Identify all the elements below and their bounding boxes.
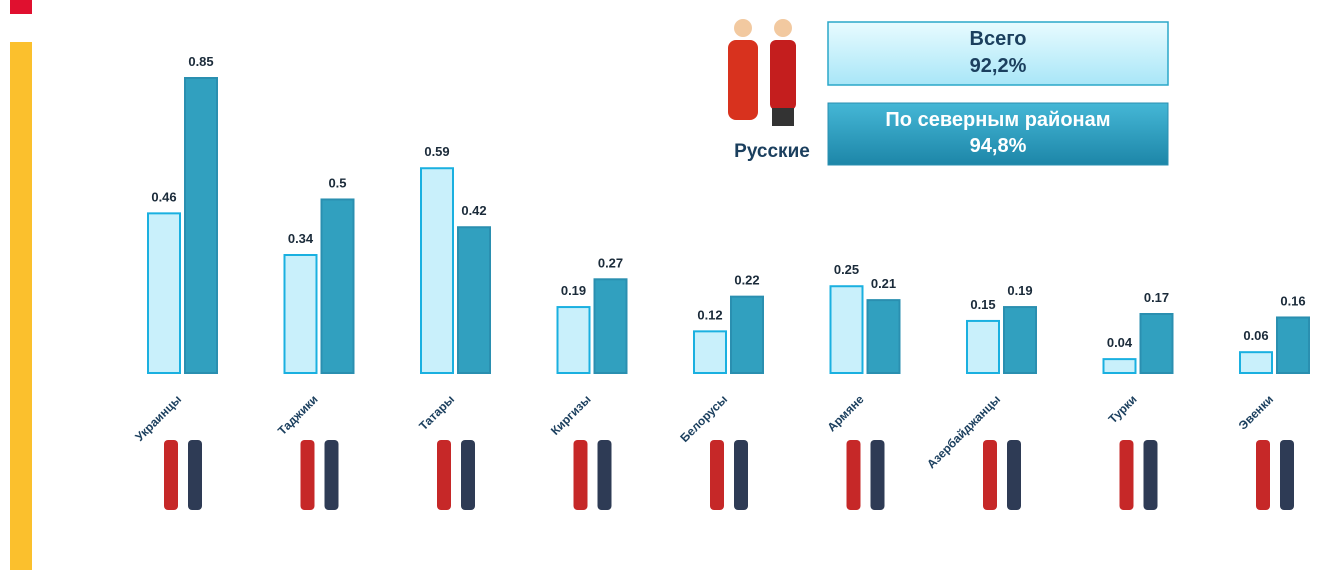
total-label: Всего bbox=[970, 28, 1027, 50]
costume-figure bbox=[871, 440, 885, 510]
costume-figure bbox=[734, 440, 748, 510]
costume-figure bbox=[461, 440, 475, 510]
category-label: Таджики bbox=[275, 392, 321, 438]
bar bbox=[558, 307, 590, 373]
costume-figure bbox=[1280, 440, 1294, 510]
value-label: 0.22 bbox=[734, 273, 759, 288]
value-label: 0.46 bbox=[151, 189, 176, 204]
bar bbox=[595, 279, 627, 373]
value-label: 0.19 bbox=[1007, 283, 1032, 298]
costume-figure bbox=[164, 440, 178, 510]
bar bbox=[1004, 307, 1036, 373]
value-label: 0.27 bbox=[598, 255, 623, 270]
value-label: 0.34 bbox=[288, 231, 314, 246]
costume-figure bbox=[301, 440, 315, 510]
bar bbox=[421, 168, 453, 373]
costume-figure bbox=[847, 440, 861, 510]
bar bbox=[831, 286, 863, 373]
costume-figure bbox=[437, 440, 451, 510]
north-label: По северным районам bbox=[885, 109, 1110, 131]
costume-figure bbox=[598, 440, 612, 510]
bar bbox=[967, 321, 999, 373]
bar bbox=[185, 78, 217, 373]
value-label: 0.25 bbox=[834, 262, 859, 277]
category-label: Украинцы bbox=[132, 392, 184, 444]
category-label: Армяне bbox=[824, 392, 866, 434]
value-label: 0.12 bbox=[697, 307, 722, 322]
bar bbox=[1141, 314, 1173, 373]
category-label: Эвенки bbox=[1236, 392, 1276, 432]
value-label: 0.17 bbox=[1144, 290, 1169, 305]
value-label: 0.04 bbox=[1107, 335, 1133, 350]
costume-figure bbox=[1256, 440, 1270, 510]
costume-figure bbox=[983, 440, 997, 510]
value-label: 0.06 bbox=[1243, 328, 1268, 343]
value-label: 0.16 bbox=[1280, 293, 1305, 308]
bar bbox=[285, 255, 317, 373]
category-label: Киргизы bbox=[548, 392, 594, 438]
value-label: 0.19 bbox=[561, 283, 586, 298]
value-label: 0.85 bbox=[188, 54, 213, 69]
bar bbox=[731, 297, 763, 373]
bar bbox=[322, 199, 354, 373]
category-label: Татары bbox=[416, 392, 457, 433]
value-label: 0.42 bbox=[461, 203, 486, 218]
bar bbox=[1240, 352, 1272, 373]
bar bbox=[694, 331, 726, 373]
costume-figure bbox=[1120, 440, 1134, 510]
chart: Русские Всего 92,2% По северным районам … bbox=[0, 0, 1319, 570]
value-label: 0.5 bbox=[328, 175, 346, 190]
total-value: 92,2% bbox=[970, 55, 1027, 77]
red-marker bbox=[10, 0, 32, 14]
costume-figure bbox=[1144, 440, 1158, 510]
bar bbox=[868, 300, 900, 373]
costume-figure bbox=[1007, 440, 1021, 510]
costume-figure bbox=[188, 440, 202, 510]
bar bbox=[1104, 359, 1136, 373]
category-label: Турки bbox=[1106, 392, 1140, 426]
russians-figure bbox=[728, 19, 796, 126]
bar bbox=[458, 227, 490, 373]
bar bbox=[1277, 317, 1309, 373]
category-label: Белорусы bbox=[677, 392, 730, 445]
north-value: 94,8% bbox=[970, 135, 1027, 157]
value-label: 0.15 bbox=[970, 297, 995, 312]
costume-figure bbox=[710, 440, 724, 510]
costume-figure bbox=[325, 440, 339, 510]
highlight-label: Русские bbox=[734, 141, 810, 162]
value-label: 0.59 bbox=[424, 144, 449, 159]
value-label: 0.21 bbox=[871, 276, 896, 291]
costume-figure bbox=[574, 440, 588, 510]
side-bar bbox=[10, 42, 32, 570]
bar bbox=[148, 213, 180, 373]
